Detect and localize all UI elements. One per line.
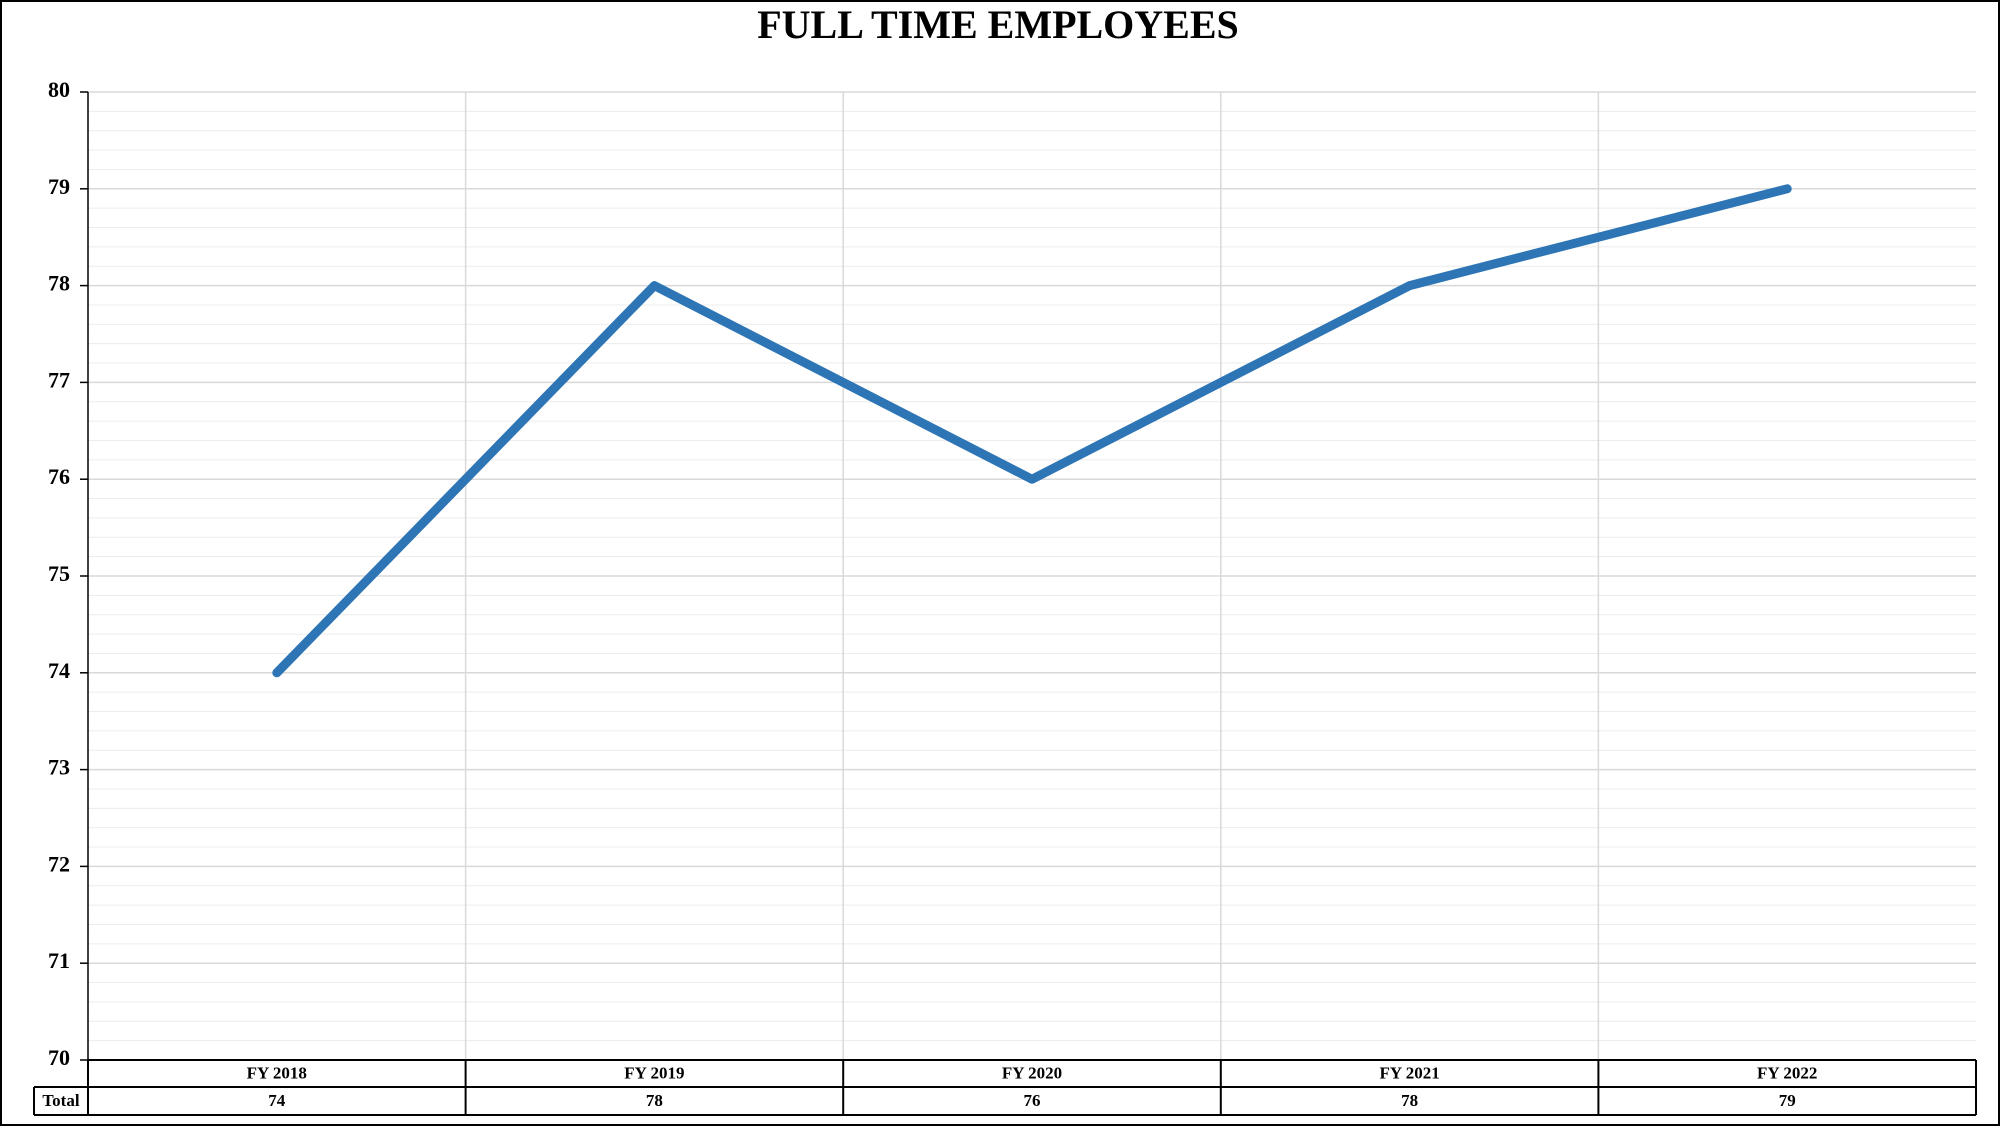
y-tick-label: 70 <box>48 1045 70 1070</box>
table-value: 78 <box>1401 1091 1418 1110</box>
x-tick-label: FY 2018 <box>247 1063 307 1082</box>
y-tick-label: 74 <box>48 658 70 683</box>
y-tick-label: 77 <box>48 367 70 392</box>
y-tick-label: 72 <box>48 851 70 876</box>
x-tick-label: FY 2020 <box>1002 1063 1062 1082</box>
y-tick-label: 76 <box>48 464 70 489</box>
y-tick-label: 73 <box>48 755 70 780</box>
legend-label: Total <box>42 1091 79 1110</box>
y-tick-label: 71 <box>48 948 70 973</box>
table-value: 78 <box>646 1091 663 1110</box>
y-tick-label: 80 <box>48 77 70 102</box>
table-value: 76 <box>1024 1091 1041 1110</box>
x-tick-label: FY 2019 <box>624 1063 684 1082</box>
x-tick-label: FY 2022 <box>1757 1063 1817 1082</box>
y-tick-label: 79 <box>48 174 70 199</box>
x-tick-label: FY 2021 <box>1379 1063 1439 1082</box>
y-tick-label: 78 <box>48 271 70 296</box>
chart-title: FULL TIME EMPLOYEES <box>757 2 1239 47</box>
series-line <box>272 184 1792 678</box>
table-value: 74 <box>268 1091 286 1110</box>
table-value: 79 <box>1779 1091 1796 1110</box>
y-tick-label: 75 <box>48 561 70 586</box>
